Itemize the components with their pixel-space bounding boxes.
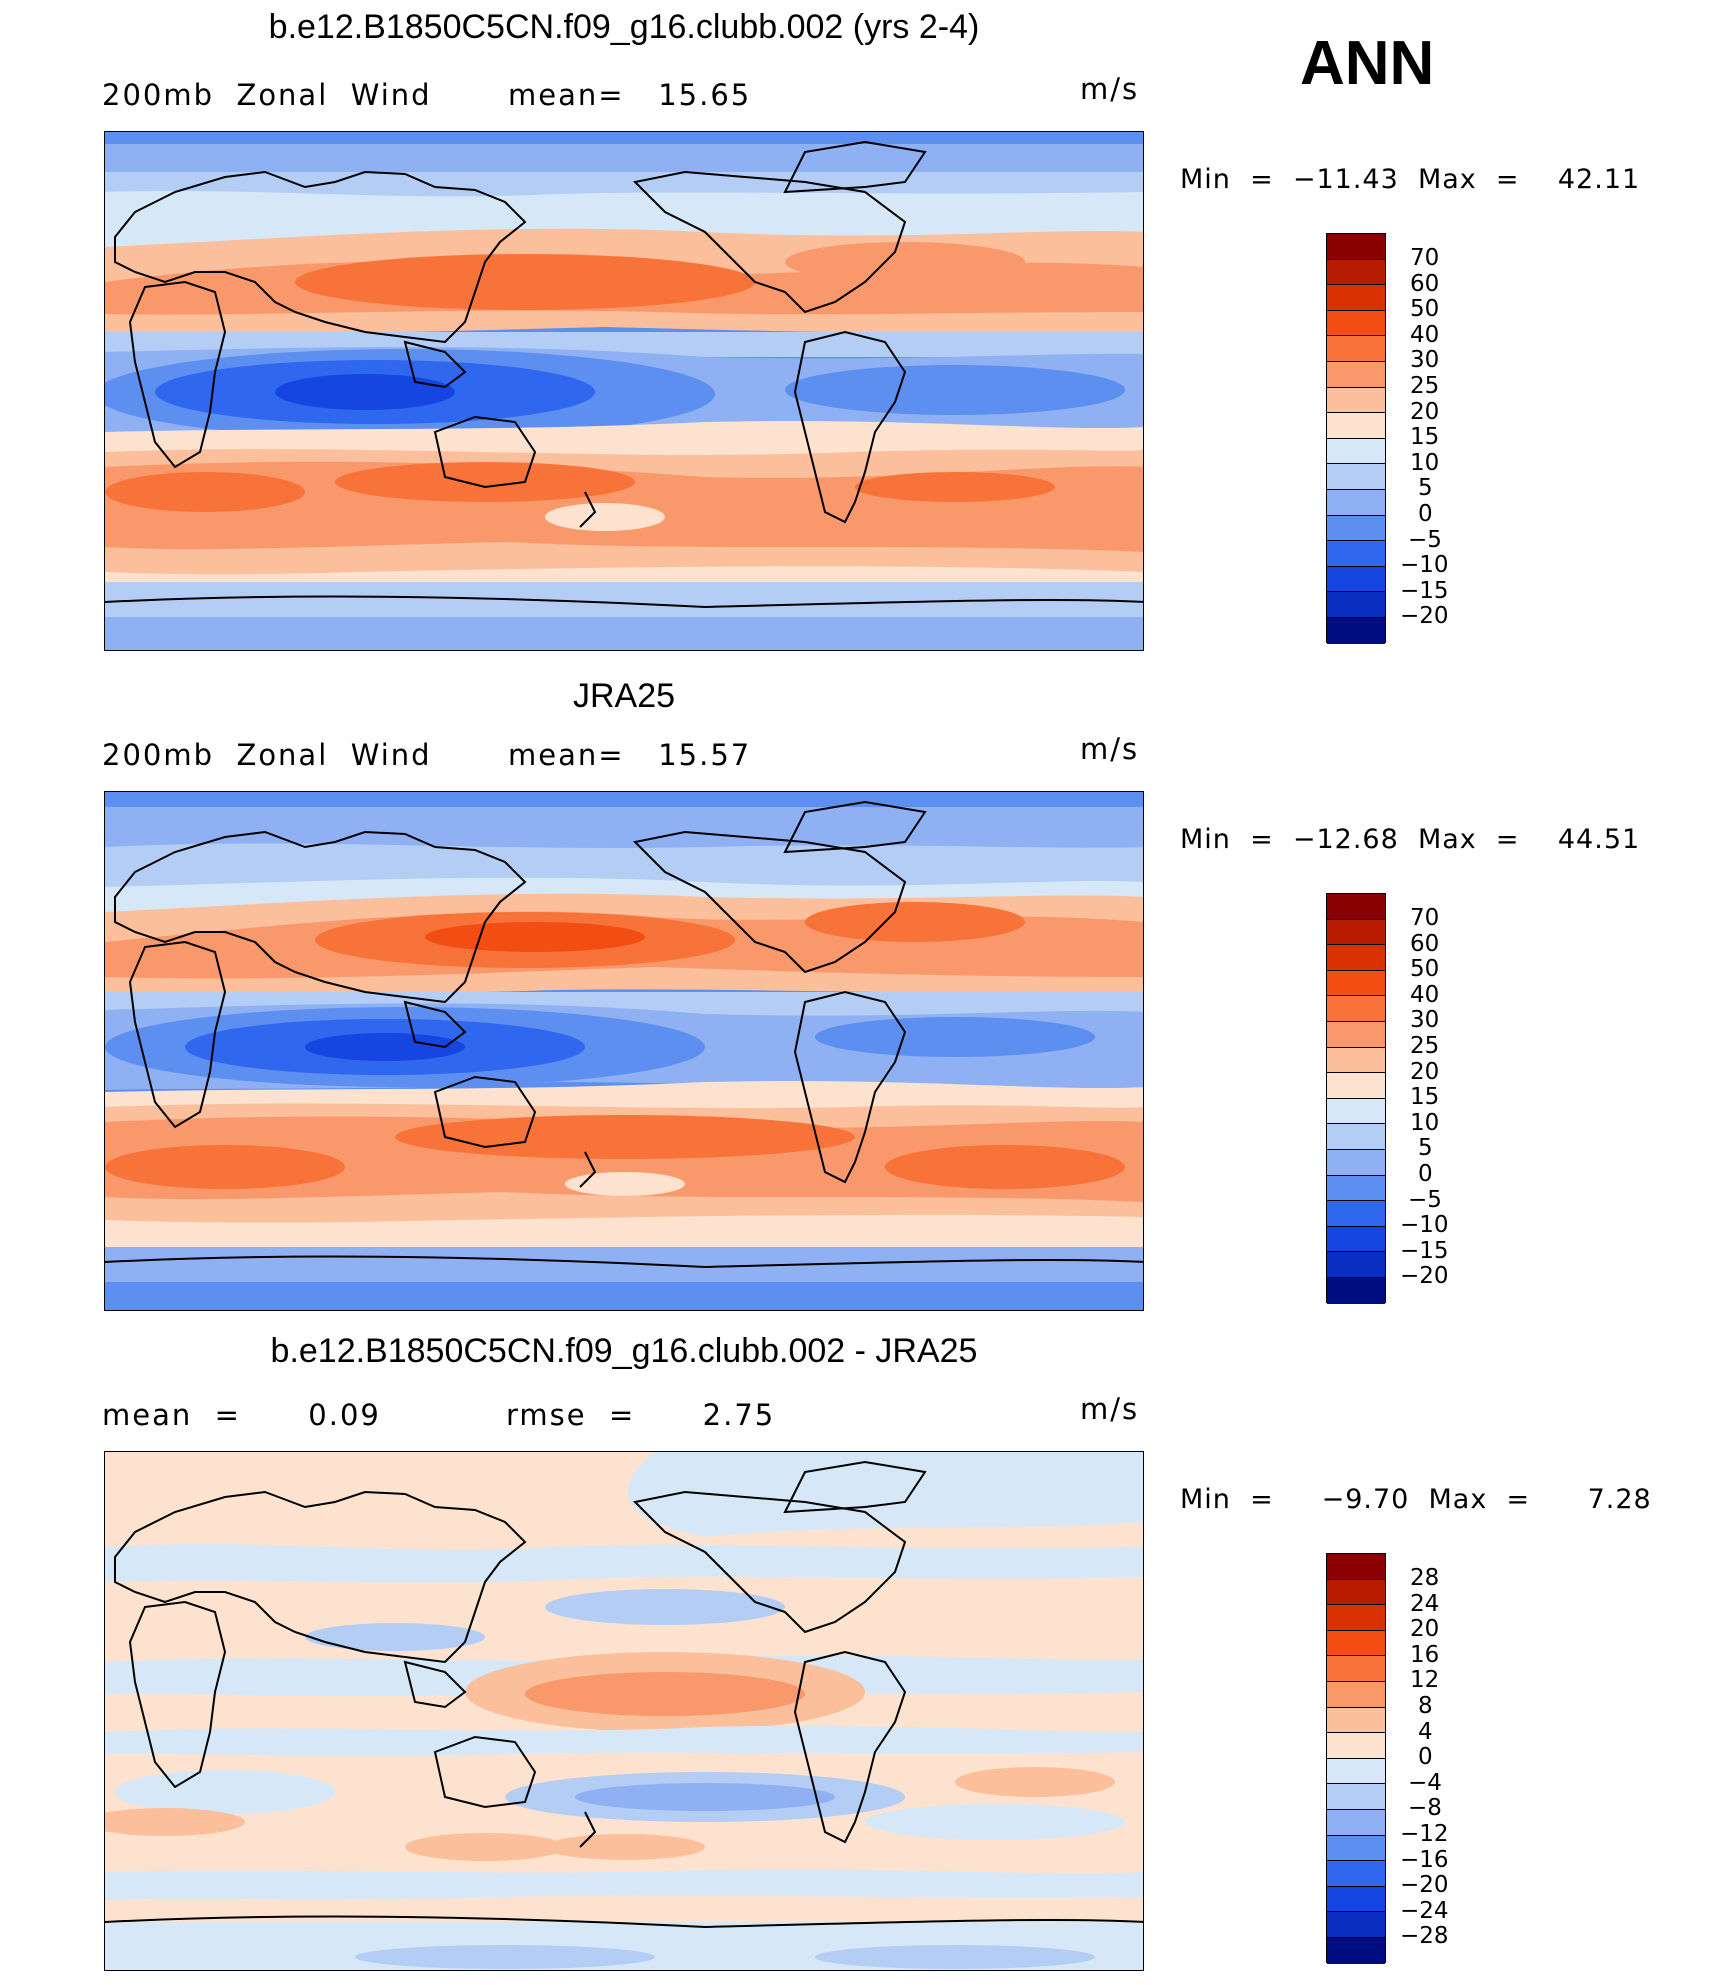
panel1-minmax: Min = −11.43 Max = 42.11 <box>1180 164 1641 195</box>
cb1-label: 25 <box>1410 373 1440 399</box>
cb1-label: −5 <box>1408 527 1442 553</box>
cb1-label: 70 <box>1410 245 1440 271</box>
cb1-label: 15 <box>1410 424 1440 450</box>
cb3-label: 0 <box>1418 1744 1433 1770</box>
panel2-mean: mean= 15.57 <box>508 738 752 772</box>
panel3-minmax: Min = −9.70 Max = 7.28 <box>1180 1484 1652 1515</box>
cb3-label: −28 <box>1400 1923 1449 1949</box>
panel1-title: b.e12.B1850C5CN.f09_g16.clubb.002 (yrs 2… <box>268 8 980 46</box>
cb3-label: 28 <box>1410 1565 1440 1591</box>
cb2-label: 10 <box>1410 1110 1440 1136</box>
cb2-label: 70 <box>1410 905 1440 931</box>
panel1-mean: mean= 15.65 <box>508 78 752 112</box>
cb1-label: 30 <box>1410 347 1440 373</box>
cb3-label: −4 <box>1408 1770 1442 1796</box>
cb1-label: 60 <box>1410 271 1440 297</box>
panel3-map <box>104 1451 1144 1971</box>
cb2-label: −15 <box>1400 1238 1449 1264</box>
cb2-label: 60 <box>1410 931 1440 957</box>
cb1-label: 40 <box>1410 322 1440 348</box>
cb2-label: 50 <box>1410 956 1440 982</box>
cb3-label: −20 <box>1400 1872 1449 1898</box>
panel2-units: m/s <box>1080 732 1140 766</box>
cb1-label: 50 <box>1410 296 1440 322</box>
panel1-colorbar <box>1326 233 1386 644</box>
panel1-units: m/s <box>1080 72 1140 106</box>
cb2-label: −10 <box>1400 1212 1449 1238</box>
panel3-units: m/s <box>1080 1392 1140 1426</box>
cb3-label: −24 <box>1400 1898 1449 1924</box>
cb2-label: 30 <box>1410 1007 1440 1033</box>
cb2-label: 20 <box>1410 1059 1440 1085</box>
cb2-label: 40 <box>1410 982 1440 1008</box>
cb1-label: 10 <box>1410 450 1440 476</box>
panel2-minmax: Min = −12.68 Max = 44.51 <box>1180 824 1641 855</box>
cb2-label: 15 <box>1410 1084 1440 1110</box>
panel2-map <box>104 791 1144 1311</box>
cb3-label: 24 <box>1410 1591 1440 1617</box>
cb2-label: −5 <box>1408 1187 1442 1213</box>
panel3-title: b.e12.B1850C5CN.f09_g16.clubb.002 - JRA2… <box>270 1332 978 1370</box>
cb3-label: −12 <box>1400 1821 1449 1847</box>
panel3-rmse: rmse = 2.75 <box>506 1398 776 1432</box>
cb1-label: 5 <box>1418 475 1433 501</box>
cb3-label: −8 <box>1408 1795 1442 1821</box>
cb3-label: 8 <box>1418 1693 1433 1719</box>
season-label: ANN <box>1300 29 1435 98</box>
cb3-label: −16 <box>1400 1847 1449 1873</box>
cb1-label: 0 <box>1418 501 1433 527</box>
panel3-map-svg <box>105 1452 1143 1970</box>
cb1-label: −20 <box>1400 603 1449 629</box>
cb2-label: 5 <box>1418 1135 1433 1161</box>
cb3-label: 20 <box>1410 1616 1440 1642</box>
panel1-map-svg <box>105 132 1143 650</box>
panel1-variable: 200mb Zonal Wind <box>102 78 432 112</box>
cb3-label: 16 <box>1410 1642 1440 1668</box>
panel2-colorbar <box>1326 893 1386 1304</box>
cb2-label: 0 <box>1418 1161 1433 1187</box>
cb1-label: 20 <box>1410 399 1440 425</box>
cb2-label: −20 <box>1400 1263 1449 1289</box>
panel2-variable: 200mb Zonal Wind <box>102 738 432 772</box>
panel2-map-svg <box>105 792 1143 1310</box>
panel3-mean: mean = 0.09 <box>102 1398 381 1432</box>
cb1-label: −10 <box>1400 552 1449 578</box>
panel3-colorbar <box>1326 1553 1386 1964</box>
cb3-label: 12 <box>1410 1667 1440 1693</box>
cb1-label: −15 <box>1400 578 1449 604</box>
panel1-map <box>104 131 1144 651</box>
cb2-label: 25 <box>1410 1033 1440 1059</box>
cb3-label: 4 <box>1418 1719 1433 1745</box>
panel2-title: JRA25 <box>572 677 676 715</box>
